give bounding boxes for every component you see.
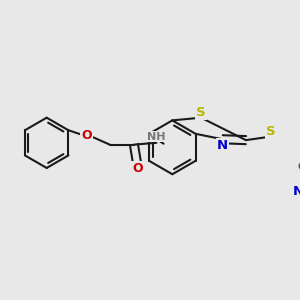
Text: N: N <box>217 139 228 152</box>
Text: O: O <box>132 162 143 175</box>
Text: O: O <box>81 129 92 142</box>
Text: S: S <box>196 106 206 119</box>
Text: N: N <box>293 185 300 198</box>
Text: C: C <box>297 162 300 172</box>
Text: NH: NH <box>147 131 166 142</box>
Text: S: S <box>266 125 276 138</box>
